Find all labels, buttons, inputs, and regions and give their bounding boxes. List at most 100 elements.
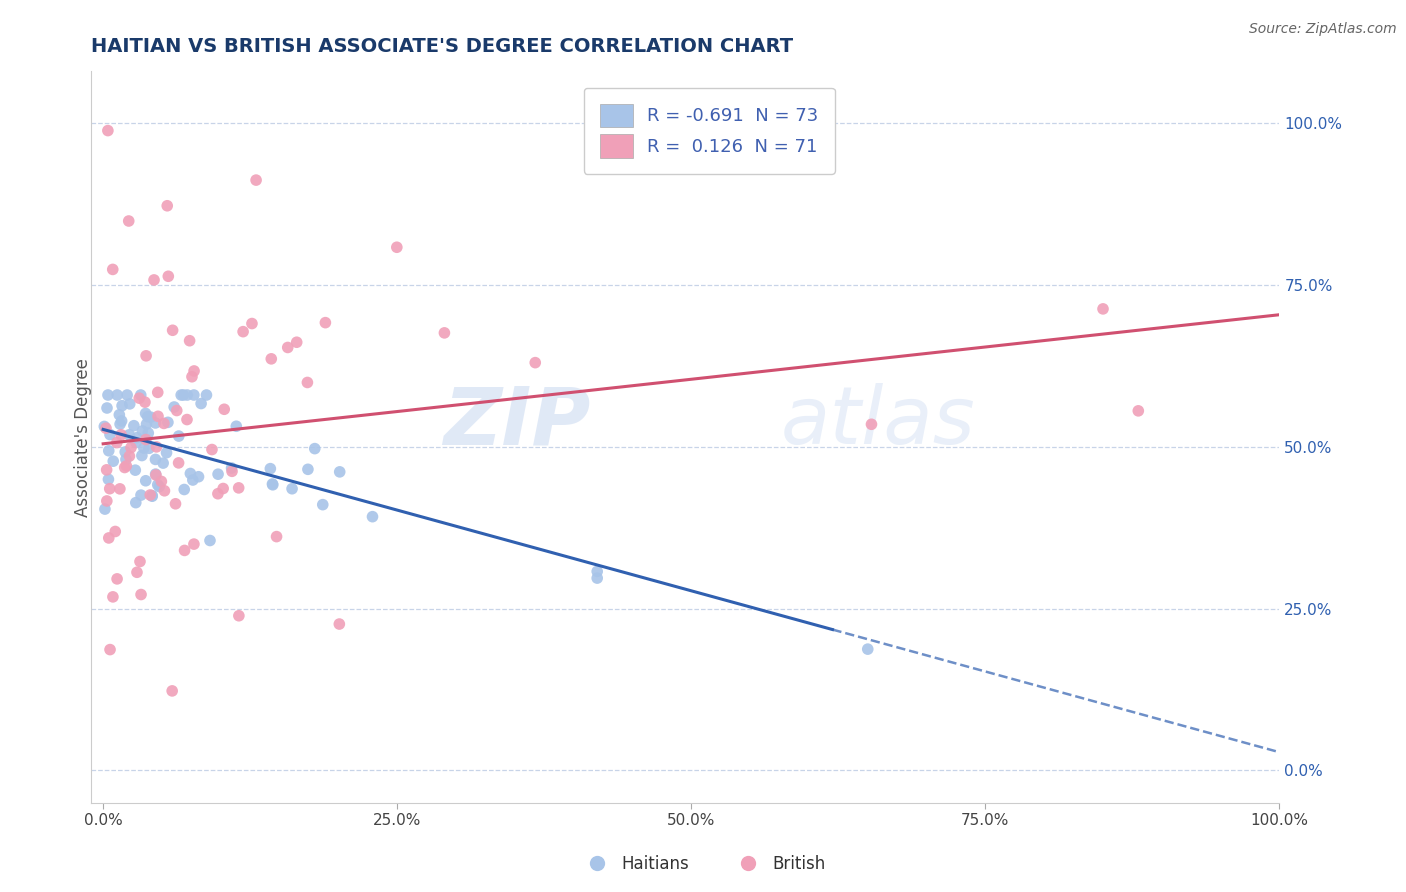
Point — [145, 452, 167, 467]
Point — [141, 489, 163, 503]
Point — [136, 409, 159, 424]
Point — [98, 482, 121, 496]
Point — [183, 364, 205, 378]
Point — [128, 391, 150, 405]
Legend: R = -0.691  N = 73, R =  0.126  N = 71: R = -0.691 N = 73, R = 0.126 N = 71 — [583, 87, 835, 174]
Point — [165, 497, 187, 511]
Point — [221, 461, 243, 475]
Point — [94, 421, 117, 435]
Point — [221, 464, 243, 478]
Point — [228, 481, 250, 495]
Legend: Haitians, British: Haitians, British — [574, 848, 832, 880]
Point — [118, 427, 141, 442]
Point — [1092, 301, 1115, 316]
Point — [153, 483, 176, 498]
Point — [181, 369, 204, 384]
Point — [157, 269, 180, 284]
Point — [98, 427, 121, 442]
Point — [134, 395, 156, 409]
Point — [167, 456, 190, 470]
Point — [125, 431, 148, 445]
Point — [145, 440, 167, 454]
Point — [245, 173, 267, 187]
Point — [328, 617, 350, 632]
Point — [207, 487, 229, 501]
Point — [156, 199, 179, 213]
Point — [150, 475, 173, 489]
Point — [135, 474, 157, 488]
Point — [129, 554, 152, 568]
Point — [108, 408, 131, 422]
Point — [114, 445, 136, 459]
Point — [240, 317, 263, 331]
Point — [97, 472, 120, 486]
Point — [176, 412, 198, 426]
Point — [108, 417, 131, 431]
Point — [198, 533, 221, 548]
Point — [152, 456, 174, 470]
Point — [97, 388, 120, 402]
Point — [101, 262, 124, 277]
Point — [146, 385, 169, 400]
Point — [125, 435, 148, 450]
Point — [173, 543, 195, 558]
Point — [201, 442, 224, 457]
Point — [143, 273, 166, 287]
Point — [586, 565, 609, 579]
Point — [259, 461, 281, 475]
Point — [860, 417, 883, 432]
Text: Source: ZipAtlas.com: Source: ZipAtlas.com — [1249, 22, 1396, 37]
Point — [120, 441, 142, 455]
Point — [385, 240, 408, 254]
Point — [96, 494, 118, 508]
Point — [260, 351, 283, 366]
Text: HAITIAN VS BRITISH ASSOCIATE'S DEGREE CORRELATION CHART: HAITIAN VS BRITISH ASSOCIATE'S DEGREE CO… — [91, 37, 793, 56]
Point — [146, 409, 169, 424]
Point — [97, 443, 120, 458]
Point — [103, 454, 125, 468]
Point — [187, 469, 209, 483]
Point — [1128, 404, 1150, 418]
Point — [135, 349, 157, 363]
Point — [183, 537, 205, 551]
Point — [433, 326, 456, 340]
Point — [135, 417, 157, 431]
Point — [166, 403, 188, 417]
Point — [156, 415, 179, 429]
Point — [94, 502, 117, 516]
Point — [125, 496, 148, 510]
Point — [110, 427, 132, 442]
Point — [111, 414, 134, 428]
Point — [162, 323, 184, 337]
Point — [277, 341, 299, 355]
Point — [329, 465, 352, 479]
Point — [136, 426, 159, 441]
Point — [131, 449, 153, 463]
Point — [125, 566, 148, 580]
Point — [93, 419, 115, 434]
Point — [195, 388, 218, 402]
Point — [104, 524, 127, 539]
Point — [285, 335, 308, 350]
Point — [266, 530, 288, 544]
Point — [115, 388, 138, 402]
Point — [856, 642, 879, 657]
Point — [114, 460, 136, 475]
Point — [297, 376, 319, 390]
Point — [167, 429, 190, 443]
Point — [262, 477, 284, 491]
Point — [111, 399, 134, 413]
Point — [96, 401, 118, 415]
Point — [183, 388, 205, 402]
Point — [146, 477, 169, 491]
Point — [225, 419, 247, 434]
Point — [190, 396, 212, 410]
Point — [122, 418, 145, 433]
Point — [118, 397, 141, 411]
Point — [138, 442, 160, 456]
Point — [207, 467, 229, 482]
Point — [281, 482, 304, 496]
Point — [314, 316, 336, 330]
Point — [586, 571, 609, 585]
Point — [312, 498, 335, 512]
